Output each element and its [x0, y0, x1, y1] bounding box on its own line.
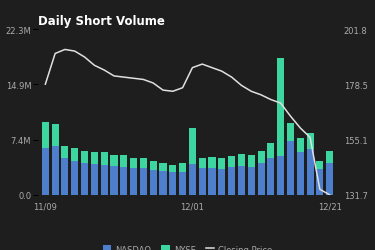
Bar [81, 163, 88, 195]
Bar [287, 142, 294, 195]
Bar [62, 158, 69, 195]
Bar [140, 168, 147, 195]
Bar [199, 168, 206, 195]
Bar [179, 163, 186, 172]
Bar [130, 168, 137, 195]
Bar [159, 163, 166, 171]
Bar [100, 153, 108, 166]
Bar [189, 128, 196, 164]
Bar [297, 152, 304, 195]
Bar [71, 148, 78, 162]
Bar [111, 166, 117, 195]
Bar [71, 162, 78, 195]
Bar [306, 134, 314, 149]
Bar [258, 151, 264, 163]
Bar [91, 164, 98, 195]
Bar [316, 161, 323, 169]
Bar [42, 148, 49, 195]
Bar [189, 164, 196, 195]
Bar [199, 158, 206, 168]
Bar [277, 59, 284, 156]
Bar [238, 154, 245, 166]
Bar [52, 147, 58, 195]
Bar [218, 159, 225, 169]
Bar [62, 147, 69, 158]
Bar [120, 156, 127, 167]
Bar [42, 122, 49, 148]
Bar [238, 166, 245, 195]
Bar [248, 156, 255, 167]
Bar [81, 151, 88, 163]
Bar [316, 169, 323, 195]
Bar [267, 143, 274, 158]
Bar [52, 125, 58, 147]
Bar [228, 168, 235, 195]
Bar [91, 153, 98, 164]
Bar [248, 167, 255, 195]
Legend: NASDAQ, NYSE, Closing Price: NASDAQ, NYSE, Closing Price [103, 244, 272, 250]
Text: Daily Short Volume: Daily Short Volume [38, 14, 164, 28]
Bar [150, 161, 157, 170]
Bar [120, 167, 127, 195]
Bar [297, 138, 304, 152]
Bar [140, 158, 147, 168]
Bar [150, 170, 157, 195]
Bar [111, 156, 117, 166]
Bar [218, 169, 225, 195]
Bar [209, 168, 216, 195]
Bar [326, 163, 333, 195]
Bar [130, 159, 137, 168]
Bar [169, 173, 176, 195]
Bar [159, 171, 166, 195]
Bar [326, 151, 333, 163]
Bar [209, 157, 216, 168]
Bar [306, 149, 314, 195]
Bar [179, 172, 186, 195]
Bar [100, 166, 108, 195]
Bar [169, 166, 176, 173]
Bar [287, 123, 294, 142]
Bar [228, 156, 235, 168]
Bar [267, 158, 274, 195]
Bar [277, 156, 284, 195]
Bar [258, 163, 264, 195]
